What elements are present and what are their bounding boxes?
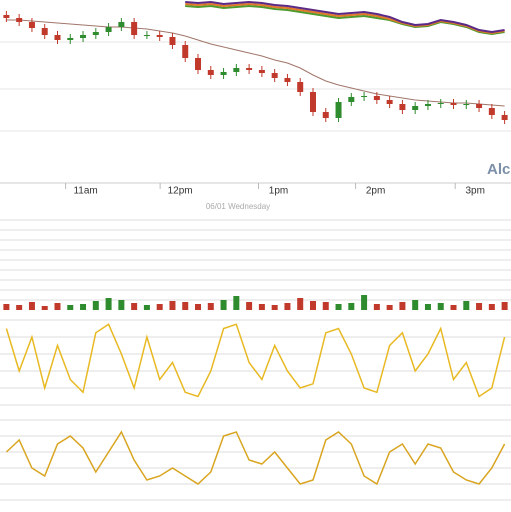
candle-body bbox=[361, 96, 368, 97]
volume-bar bbox=[348, 303, 355, 310]
candle-body bbox=[131, 22, 138, 35]
volume-bar bbox=[156, 304, 163, 310]
volume-bar bbox=[195, 304, 202, 310]
x-tick-label: 3pm bbox=[466, 186, 485, 197]
candle-body bbox=[501, 115, 508, 120]
candle-body bbox=[476, 104, 483, 108]
candle-body bbox=[437, 103, 444, 104]
candle-body bbox=[488, 108, 495, 115]
candle-body bbox=[399, 104, 406, 110]
candle-body bbox=[41, 28, 48, 35]
date-label: 06/01 Wednesday bbox=[206, 202, 270, 211]
volume-bar bbox=[284, 303, 291, 310]
volume-bar bbox=[297, 298, 304, 310]
candle-body bbox=[143, 35, 150, 36]
candle-body bbox=[322, 112, 329, 118]
volume-bar bbox=[233, 296, 240, 310]
chart-title: Alc bbox=[487, 161, 510, 178]
volume-bar bbox=[246, 302, 253, 310]
candle-body bbox=[309, 92, 316, 112]
candle-body bbox=[348, 97, 355, 102]
volume-bar bbox=[92, 301, 99, 310]
volume-bar bbox=[258, 304, 265, 310]
candle-body bbox=[92, 32, 99, 35]
volume-bar bbox=[169, 301, 176, 310]
candle-body bbox=[67, 38, 74, 40]
x-tick-label: 11am bbox=[73, 186, 97, 197]
line bbox=[6, 19, 505, 107]
candle-body bbox=[16, 18, 23, 22]
candle-body bbox=[195, 58, 202, 70]
candle-body bbox=[246, 68, 253, 70]
candle-body bbox=[156, 35, 163, 37]
volume-bar bbox=[41, 306, 48, 310]
x-tick-label: 1pm bbox=[269, 186, 288, 197]
volume-bar bbox=[361, 295, 368, 310]
line bbox=[5, 323, 506, 398]
volume-bar bbox=[309, 301, 316, 310]
volume-bar bbox=[207, 303, 214, 310]
volume-bar bbox=[67, 305, 74, 310]
volume-bar bbox=[105, 298, 112, 310]
volume-bar bbox=[131, 303, 138, 310]
volume-bar bbox=[28, 302, 35, 310]
volume-bar bbox=[386, 305, 393, 310]
candle-body bbox=[271, 73, 278, 78]
volume-bar bbox=[501, 302, 508, 310]
candle-body bbox=[424, 104, 431, 106]
volume-bar bbox=[80, 304, 87, 310]
volume-bar bbox=[143, 305, 150, 310]
x-tick-label: 12pm bbox=[168, 186, 193, 197]
candle-body bbox=[386, 100, 393, 104]
volume-bar bbox=[450, 305, 457, 310]
volume-bar bbox=[220, 300, 227, 310]
candle-body bbox=[182, 45, 189, 58]
volume-bar bbox=[335, 304, 342, 310]
volume-bar bbox=[488, 304, 495, 310]
volume-bar bbox=[476, 303, 483, 310]
candle-body bbox=[28, 22, 35, 28]
candle-body bbox=[373, 96, 380, 100]
candle-body bbox=[207, 70, 214, 75]
line bbox=[185, 4, 505, 36]
candle-body bbox=[3, 15, 10, 18]
volume-bar bbox=[437, 303, 444, 310]
volume-bar bbox=[322, 302, 329, 310]
candle-body bbox=[463, 104, 470, 105]
volume-bar bbox=[54, 303, 61, 310]
volume-bar bbox=[463, 301, 470, 310]
volume-bar bbox=[16, 305, 23, 310]
candle-body bbox=[233, 68, 240, 72]
volume-bar bbox=[412, 300, 419, 310]
volume-bar bbox=[271, 305, 278, 310]
line bbox=[185, 0, 505, 34]
volume-bar bbox=[3, 304, 10, 310]
candle-body bbox=[335, 102, 342, 118]
volume-bar bbox=[182, 302, 189, 310]
volume-bar bbox=[399, 302, 406, 310]
candle-body bbox=[169, 37, 176, 45]
volume-bar bbox=[118, 300, 125, 310]
line bbox=[5, 430, 506, 486]
candle-body bbox=[297, 82, 304, 92]
candle-body bbox=[118, 22, 125, 27]
candle-body bbox=[284, 78, 291, 82]
volume-bar bbox=[373, 304, 380, 310]
candle-body bbox=[412, 106, 419, 110]
candle-body bbox=[105, 27, 112, 32]
candle-body bbox=[258, 70, 265, 73]
candle-body bbox=[220, 72, 227, 75]
x-tick-label: 2pm bbox=[366, 186, 385, 197]
candle-body bbox=[450, 103, 457, 105]
volume-bar bbox=[424, 304, 431, 310]
candle-body bbox=[54, 35, 61, 40]
candle-body bbox=[80, 35, 87, 38]
